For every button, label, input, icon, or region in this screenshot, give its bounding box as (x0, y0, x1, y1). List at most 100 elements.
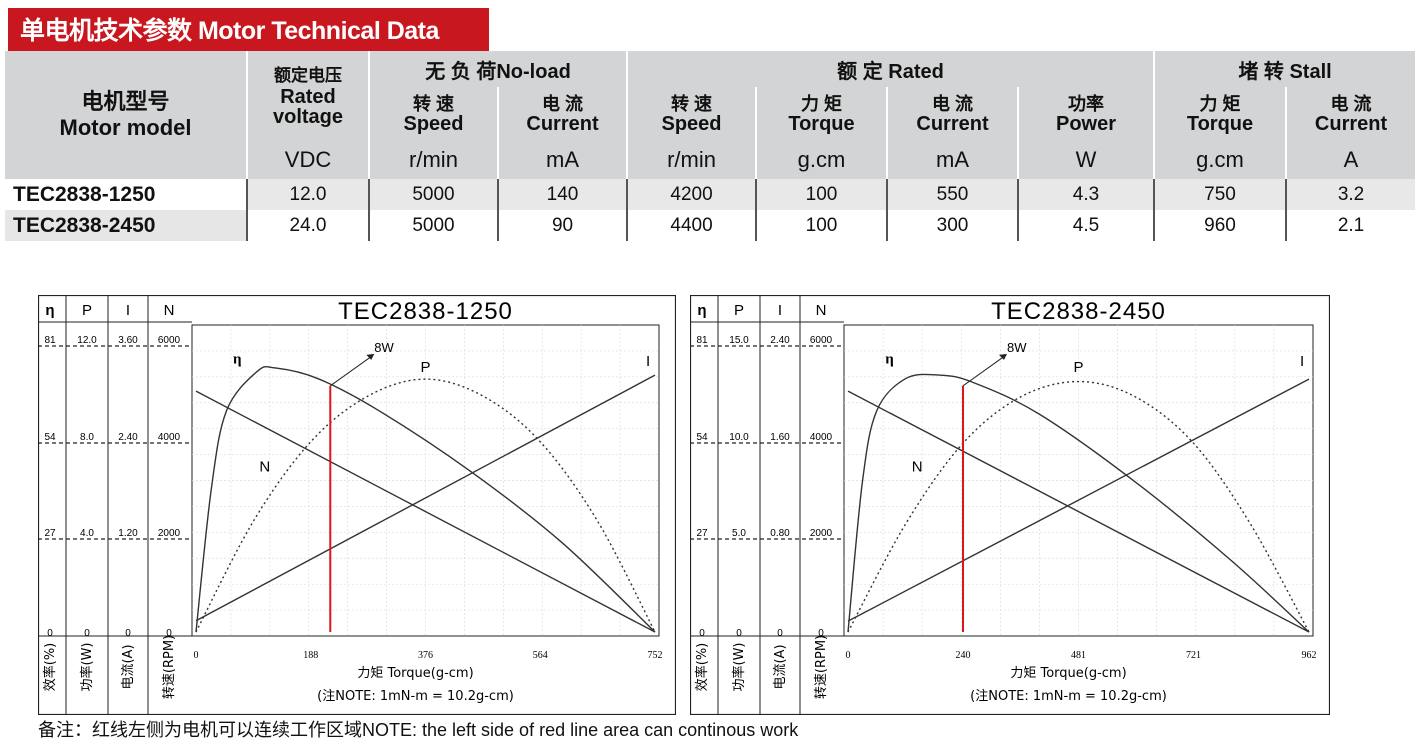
column-header-en: Current (916, 113, 989, 135)
model-name: TEC2838-1250 (5, 179, 247, 210)
scale-value: 1.20 (118, 528, 138, 539)
scale-value: 12.0 (77, 335, 97, 346)
column-header-zh: 转 速 (671, 94, 713, 114)
scale-value: 2000 (158, 528, 181, 539)
motor-spec-table: 电机型号 Motor model 额定电压 Rated voltage 无 负 … (5, 51, 1416, 241)
scale-value: 4000 (810, 432, 833, 443)
table-cell: 90 (496, 210, 628, 241)
table-cell: 4200 (626, 179, 757, 210)
marker-label: 8W (1007, 340, 1027, 355)
model-header-zh: 电机型号 (81, 89, 170, 114)
x-tick-label: 0 (194, 650, 199, 661)
rated-group-header: 额 定 Rated (626, 51, 1155, 87)
curve-label-eta: η (885, 352, 894, 368)
x-tick-label: 376 (418, 650, 433, 661)
scale-value: 2000 (810, 528, 833, 539)
speed-line (847, 390, 1310, 633)
scale-value: 54 (44, 432, 56, 443)
column-header-en: Torque (788, 113, 855, 135)
scale-value: 27 (696, 528, 708, 539)
marker-arrow (329, 355, 373, 387)
x-tick-label: 240 (956, 650, 971, 661)
axis-label: 电流(A) (773, 644, 788, 689)
current-line (847, 378, 1310, 622)
column-header-en: Power (1056, 113, 1117, 135)
chart-tec2838-2450: η P I N 81 15.0 2.40 6000 54 10.0 1.60 4000 27 5.0 0.8… (690, 295, 1330, 715)
marker-arrowhead (999, 353, 1008, 360)
model-header: 电机型号 Motor model (5, 51, 247, 179)
scale-header: η (697, 302, 706, 319)
column-unit-7: A (1285, 141, 1416, 179)
scale-header: I (778, 302, 782, 319)
scale-value: 27 (44, 528, 56, 539)
voltage-header: 额定电压 Rated voltage (246, 51, 369, 141)
table-cell: 100 (755, 210, 888, 241)
scale-value: 8.0 (80, 432, 94, 443)
section-title: 单电机技术参数 Motor Technical Data (8, 8, 489, 51)
scale-value: 0 (166, 628, 172, 639)
scale-value: 15.0 (729, 335, 749, 346)
table-cell: 2.1 (1285, 210, 1416, 241)
column-header-en: Speed (403, 113, 464, 135)
axis-label: 效率(%) (694, 643, 710, 692)
table-cell: 4.5 (1017, 210, 1155, 241)
column-unit-4: mA (886, 141, 1019, 179)
column-header-5: 功率 Power (1017, 87, 1155, 141)
scale-value: 1.60 (770, 432, 790, 443)
unit-note: (注NOTE: 1mN-m = 10.2g-cm) (970, 689, 1167, 704)
x-tick-label: 721 (1186, 650, 1201, 661)
scale-value: 5.0 (732, 528, 746, 539)
axis-label: 转速(RPM) (814, 635, 829, 699)
column-unit-6: g.cm (1153, 141, 1287, 179)
curve-label-n: N (259, 458, 270, 475)
axis-label: 功率(W) (79, 643, 95, 692)
chart-frame (690, 295, 1330, 715)
speed-line (195, 390, 656, 633)
scale-header: P (734, 302, 744, 319)
table-cell: 300 (886, 210, 1019, 241)
column-header-zh: 电 流 (1330, 94, 1372, 114)
column-header-zh: 力 矩 (801, 94, 843, 114)
curve-label-eta: η (233, 352, 242, 368)
table-cell: 5000 (368, 179, 498, 210)
scale-value: 0.80 (770, 528, 790, 539)
column-header-1: 电 流 Current (496, 87, 628, 141)
scale-header: I (126, 302, 130, 319)
x-axis-label: 力矩 Torque(g-cm) (357, 666, 473, 681)
voltage-header-en-1: Rated (280, 86, 336, 108)
scale-value: 0 (736, 628, 742, 639)
column-header-en: Current (526, 113, 599, 135)
table-row: TEC2838-2450 24.0 5000 90 4400 100 300 4.5 960 2.… (5, 210, 1416, 241)
scale-value: 81 (44, 335, 56, 346)
column-header-zh: 功率 (1068, 94, 1105, 114)
scale-header: η (45, 302, 54, 319)
table-cell: 12.0 (246, 179, 369, 210)
column-header-zh: 电 流 (542, 94, 584, 114)
power-curve (847, 380, 1310, 633)
voltage-unit: VDC (246, 141, 369, 179)
stall-group-header: 堵 转 Stall (1153, 51, 1416, 87)
column-header-zh: 电 流 (932, 94, 974, 114)
scale-value: 0 (699, 628, 705, 639)
table-cell: 4400 (626, 210, 757, 241)
column-header-7: 电 流 Current (1285, 87, 1416, 141)
footnote: 备注：红线左侧为电机可以连续工作区域NOTE: the left side of… (38, 720, 799, 740)
curve-label-n: N (912, 458, 923, 475)
table-cell: 960 (1153, 210, 1287, 241)
scale-header: N (164, 302, 175, 319)
efficiency-curve (195, 365, 656, 633)
curve-label-p: P (420, 359, 430, 376)
scale-value: 0 (818, 628, 824, 639)
axis-label: 效率(%) (42, 643, 58, 692)
voltage-header-zh: 额定电压 (274, 66, 342, 85)
column-header-6: 力 矩 Torque (1153, 87, 1287, 141)
scale-value: 0 (125, 628, 131, 639)
current-line (195, 374, 656, 622)
unit-note: (注NOTE: 1mN-m = 10.2g-cm) (317, 689, 514, 704)
marker-arrowhead (366, 353, 375, 360)
axis-label: 转速(RPM) (162, 635, 177, 699)
scale-header: N (816, 302, 827, 319)
column-header-2: 转 速 Speed (626, 87, 757, 141)
scale-value: 54 (696, 432, 708, 443)
scale-value: 81 (696, 335, 708, 346)
